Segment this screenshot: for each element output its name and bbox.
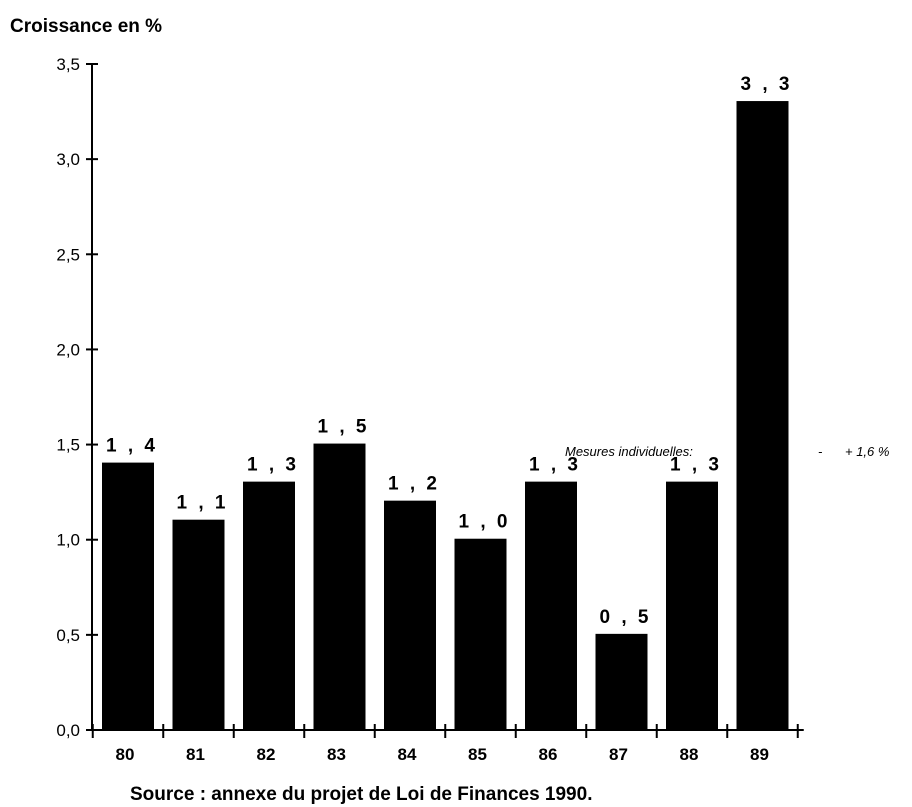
data-label: 1 , 3: [247, 455, 299, 476]
x-tick-label: 89: [750, 745, 769, 764]
bar: [243, 481, 295, 731]
data-label: 1 , 2: [388, 474, 440, 495]
x-tick-label: 80: [116, 745, 135, 764]
bar: [102, 462, 154, 731]
bar: [313, 443, 366, 731]
y-tick-label: 1,5: [56, 436, 80, 455]
data-label: 1 , 1: [177, 493, 229, 514]
annotation-value: + 1,6 %: [845, 444, 889, 459]
bar: [595, 633, 648, 731]
bar: [525, 481, 577, 731]
data-label: 1 , 4: [106, 436, 158, 457]
bar: [666, 481, 718, 731]
data-label: 1 , 3: [670, 455, 722, 476]
data-label: 1 , 5: [318, 417, 370, 438]
annotation: Mesures individuelles: - + 1,6 %: [565, 444, 889, 459]
data-label: 1 , 3: [529, 455, 581, 476]
bars: [102, 101, 789, 732]
bar: [736, 101, 789, 732]
x-tick-label: 88: [680, 745, 699, 764]
y-tick-label: 3,0: [56, 150, 80, 169]
data-labels: 1 , 4 1 , 1 1 , 3 1 , 5 1 , 2 1 , 0 1 , 3 0 , 5…: [106, 74, 793, 628]
x-tick-label: 86: [539, 745, 558, 764]
y-tick-label: 2,5: [56, 245, 80, 264]
data-label: 3 , 3: [741, 74, 793, 95]
y-tick-label: 3,5: [56, 55, 80, 74]
source-note: Source : annexe du projet de Loi de Fina…: [130, 784, 592, 805]
bar: [454, 538, 507, 732]
annotation-label: Mesures individuelles:: [565, 444, 693, 459]
data-label: 0 , 5: [600, 607, 652, 628]
bar: [172, 519, 225, 732]
y-tick-label: 0,0: [56, 721, 80, 740]
annotation-dash: -: [818, 444, 823, 459]
bar: [384, 500, 436, 731]
data-label: 1 , 0: [459, 512, 511, 533]
x-tick-label: 82: [257, 745, 276, 764]
x-tick-label: 87: [609, 745, 628, 764]
x-tick-label: 85: [468, 745, 487, 764]
x-tick-label: 84: [398, 745, 417, 764]
axes: 0,0 0,5 1,0 1,5 2,0 2,5 3,0 3,5 80 81 82 83 84 85 86 87…: [56, 55, 804, 764]
y-axis-title: Croissance en %: [10, 16, 162, 37]
x-tick-label: 81: [186, 745, 205, 764]
y-tick-label: 1,0: [56, 531, 80, 550]
y-tick-label: 0,5: [56, 626, 80, 645]
x-tick-label: 83: [327, 745, 346, 764]
y-tick-label: 2,0: [56, 340, 80, 359]
